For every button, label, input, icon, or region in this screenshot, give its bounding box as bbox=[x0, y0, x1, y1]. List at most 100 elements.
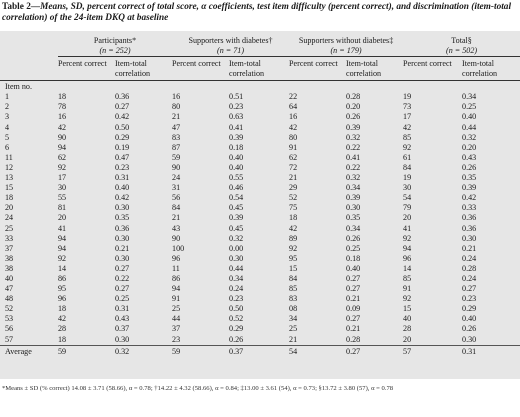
table-cell: 79 bbox=[403, 203, 412, 213]
table-cell: 0.40 bbox=[229, 162, 244, 172]
table-cell: 61 bbox=[403, 152, 412, 162]
table-cell: 0.29 bbox=[229, 324, 244, 334]
average-cell: 57 bbox=[403, 344, 463, 357]
item-number-cell: 48 bbox=[5, 294, 14, 304]
table-cell: 0.42 bbox=[115, 112, 130, 122]
table-cell: 34 bbox=[289, 314, 298, 324]
group-n: (n = 71) bbox=[217, 46, 245, 55]
table-cell: 92 bbox=[58, 162, 67, 172]
table-cell: 0.29 bbox=[462, 304, 477, 314]
table-cell: 0.36 bbox=[462, 223, 477, 233]
table-row: 40 86 0.22 86 0.34 84 0.27 85 0.24 bbox=[0, 274, 520, 284]
item-number-cell: 47 bbox=[5, 284, 14, 294]
table-cell: 92 bbox=[403, 294, 412, 304]
table-row: 4 42 0.50 47 0.41 42 0.39 42 0.44 bbox=[0, 123, 520, 133]
table-cell: 64 bbox=[289, 102, 298, 112]
table-cell: 0.26 bbox=[462, 324, 477, 334]
table-cell: 0.21 bbox=[346, 294, 361, 304]
table-cell: 0.27 bbox=[115, 102, 130, 112]
table-row: 38 14 0.27 11 0.44 15 0.40 14 0.28 bbox=[0, 264, 520, 274]
table-cell: 16 bbox=[58, 112, 67, 122]
table-cell: 19 bbox=[403, 173, 412, 183]
subheader-itc: Item-total correlation bbox=[462, 59, 498, 78]
average-cell: 54 bbox=[289, 344, 347, 357]
table-cell: 0.31 bbox=[115, 304, 130, 314]
average-cell: 59 bbox=[58, 344, 115, 357]
table-cell: 0.23 bbox=[115, 162, 130, 172]
table-cell: 25 bbox=[172, 304, 181, 314]
group-n: (n = 252) bbox=[99, 46, 131, 55]
table-cell: 87 bbox=[172, 142, 181, 152]
table-cell: 28 bbox=[58, 324, 67, 334]
table-cell: 91 bbox=[403, 284, 412, 294]
table-cell: 0.44 bbox=[229, 263, 244, 273]
table-cell: 24 bbox=[172, 173, 181, 183]
table-cell: 96 bbox=[58, 294, 67, 304]
table-cell: 0.33 bbox=[462, 203, 477, 213]
table-row: 2 78 0.27 80 0.23 64 0.20 73 0.25 bbox=[0, 102, 520, 112]
group-name: Participants* bbox=[93, 36, 137, 45]
table-cell: 0.18 bbox=[346, 253, 361, 263]
table-cell: 0.34 bbox=[462, 92, 477, 102]
item-number-cell: 40 bbox=[5, 273, 14, 283]
table-cell: 75 bbox=[289, 203, 298, 213]
group-n: (n = 179) bbox=[330, 46, 362, 55]
item-number-cell: 38 bbox=[5, 263, 14, 273]
table-cell: 62 bbox=[58, 152, 67, 162]
table-cell: 0.39 bbox=[229, 213, 244, 223]
table-row: 56 28 0.37 37 0.29 25 0.21 28 0.26 bbox=[0, 324, 520, 334]
table-cell: 18 bbox=[289, 213, 298, 223]
table-cell: 19 bbox=[403, 92, 412, 102]
table-cell: 91 bbox=[172, 294, 181, 304]
table-cell: 30 bbox=[58, 183, 67, 193]
subheader-itc: Item-total correlation bbox=[229, 59, 265, 78]
table-cell: 41 bbox=[58, 223, 67, 233]
table-cell: 84 bbox=[403, 162, 412, 172]
table-cell: 21 bbox=[289, 334, 298, 344]
table-row: 3 16 0.42 21 0.63 16 0.26 17 0.40 bbox=[0, 112, 520, 122]
item-number-cell: 15 bbox=[5, 183, 14, 193]
table-cell: 0.30 bbox=[229, 253, 244, 263]
table-row: 48 96 0.25 91 0.23 83 0.21 92 0.23 bbox=[0, 294, 520, 304]
table-cell: 0.34 bbox=[346, 183, 361, 193]
table-cell: 0.27 bbox=[346, 284, 361, 294]
table-cell: 18 bbox=[58, 304, 67, 314]
table-row: 18 55 0.42 56 0.54 52 0.39 54 0.42 bbox=[0, 193, 520, 203]
item-number-cell: 24 bbox=[5, 213, 14, 223]
table-cell: 14 bbox=[403, 263, 412, 273]
table-container: Participants* (n = 252) Supporters with … bbox=[0, 31, 520, 379]
table-cell: 0.23 bbox=[229, 102, 244, 112]
table-row: 1 18 0.36 16 0.51 22 0.28 19 0.34 bbox=[0, 92, 520, 102]
subheader-percent: Percent correct bbox=[289, 59, 338, 68]
group-n: (n = 502) bbox=[446, 46, 478, 55]
table-cell: 52 bbox=[289, 193, 298, 203]
table-cell: 0.34 bbox=[346, 223, 361, 233]
item-number-cell: 4 bbox=[5, 122, 10, 132]
item-number-cell: 53 bbox=[5, 314, 14, 324]
table-cell: 96 bbox=[403, 253, 412, 263]
table-cell: 80 bbox=[289, 132, 298, 142]
table-cell: 43 bbox=[172, 223, 181, 233]
table-cell: 0.39 bbox=[229, 132, 244, 142]
table-cell: 86 bbox=[58, 273, 67, 283]
table-row: 20 81 0.30 84 0.45 75 0.30 79 0.33 bbox=[0, 203, 520, 213]
table-row: 52 18 0.31 25 0.50 08 0.09 15 0.29 bbox=[0, 304, 520, 314]
table-cell: 59 bbox=[172, 152, 181, 162]
average-cell: 0.32 bbox=[115, 344, 173, 357]
table-cell: 0.25 bbox=[462, 102, 477, 112]
average-cell: 0.27 bbox=[346, 344, 404, 357]
table-cell: 0.45 bbox=[229, 223, 244, 233]
table-cell: 0.43 bbox=[115, 314, 130, 324]
table-cell: 08 bbox=[289, 304, 298, 314]
table-row: 12 92 0.23 90 0.40 72 0.22 84 0.26 bbox=[0, 163, 520, 173]
group-supporters-without-diabetes: Supporters without diabetes‡ (n = 179) bbox=[289, 31, 404, 57]
table-cell: 28 bbox=[403, 324, 412, 334]
table-cell: 20 bbox=[58, 213, 67, 223]
table-row: 47 95 0.27 94 0.24 85 0.27 91 0.27 bbox=[0, 284, 520, 294]
table-cell: 17 bbox=[58, 173, 67, 183]
table-cell: 47 bbox=[172, 122, 181, 132]
group-header-row: Participants* (n = 252) Supporters with … bbox=[0, 31, 520, 57]
table-cell: 94 bbox=[58, 142, 67, 152]
table-cell: 0.32 bbox=[462, 132, 477, 142]
